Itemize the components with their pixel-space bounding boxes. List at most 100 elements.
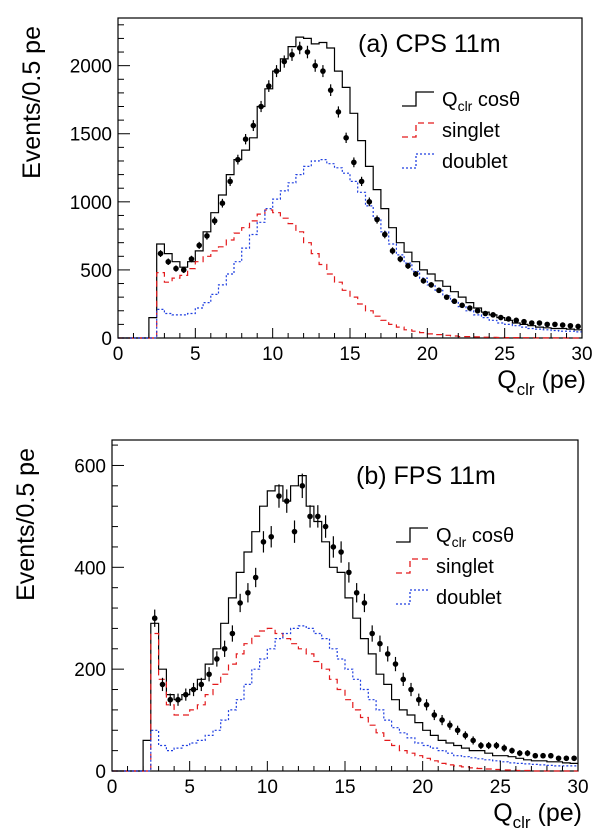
data-point bbox=[258, 103, 264, 110]
data-point bbox=[470, 737, 476, 744]
data-point bbox=[250, 122, 257, 129]
data-point bbox=[299, 483, 306, 489]
data-point bbox=[447, 722, 453, 728]
data-point bbox=[173, 265, 179, 272]
x-tick-label: 15 bbox=[334, 777, 355, 798]
data-point bbox=[307, 513, 313, 520]
data-point bbox=[281, 58, 288, 65]
data-point bbox=[304, 49, 311, 55]
data-point bbox=[229, 630, 236, 637]
data-point bbox=[180, 267, 187, 273]
data-point bbox=[289, 51, 295, 58]
legend-swatch-dotted bbox=[396, 589, 428, 605]
y-tick-label: 1000 bbox=[70, 193, 112, 214]
plot-frame bbox=[117, 17, 583, 339]
data-point bbox=[157, 250, 164, 257]
data-point bbox=[563, 755, 570, 762]
data-point bbox=[283, 498, 290, 504]
data-point bbox=[353, 589, 360, 596]
y-tick-label: 0 bbox=[95, 762, 106, 783]
data-point bbox=[219, 200, 226, 206]
data-point bbox=[392, 661, 399, 667]
y-tick-label: 600 bbox=[74, 456, 106, 477]
x-axis-label: Qclr (pe) bbox=[493, 799, 582, 832]
data-point bbox=[552, 321, 558, 328]
data-point bbox=[237, 600, 243, 606]
data-point bbox=[167, 696, 174, 703]
data-point bbox=[548, 752, 554, 759]
data-point bbox=[559, 322, 566, 328]
data-point bbox=[182, 691, 189, 698]
data-point bbox=[423, 702, 430, 708]
x-tick-label: 10 bbox=[262, 344, 283, 365]
data-point bbox=[575, 323, 581, 330]
plot-frame bbox=[111, 439, 579, 772]
data-point bbox=[384, 651, 391, 657]
data-point bbox=[338, 549, 344, 555]
data-point bbox=[235, 156, 241, 163]
panel-label: (a) CPS 11m bbox=[358, 30, 501, 58]
data-point bbox=[408, 686, 414, 693]
legend-swatch-solid bbox=[402, 91, 434, 107]
data-point bbox=[245, 589, 251, 596]
data-point bbox=[493, 742, 500, 749]
data-point bbox=[382, 231, 388, 238]
data-point bbox=[204, 233, 210, 239]
y-tick-label: 0 bbox=[101, 329, 112, 350]
data-point bbox=[513, 317, 520, 324]
series-solid-histogram bbox=[112, 475, 578, 772]
data-point bbox=[389, 248, 396, 254]
data-point bbox=[544, 321, 550, 328]
y-tick-label: 200 bbox=[74, 660, 106, 681]
data-point bbox=[260, 539, 267, 545]
series-dashed-histogram bbox=[118, 209, 582, 339]
legend-swatch-dashed bbox=[402, 122, 434, 138]
data-point bbox=[397, 256, 404, 262]
data-point bbox=[436, 287, 442, 294]
panel-b: 0 5 10 15 20 25 30 0 200 400 600 Events/0.5 pe Qclr … bbox=[12, 439, 589, 832]
data-point bbox=[312, 62, 319, 69]
legend-entry: Qclr cosθ bbox=[442, 89, 520, 114]
data-point bbox=[567, 322, 574, 329]
data-point bbox=[315, 513, 321, 520]
data-point bbox=[571, 755, 577, 762]
legend-entry: singlet bbox=[442, 120, 500, 142]
x-tick-label: 20 bbox=[417, 344, 438, 365]
data-point bbox=[374, 216, 380, 223]
data-point bbox=[196, 242, 202, 249]
data-point bbox=[252, 574, 259, 581]
data-point bbox=[335, 109, 342, 115]
x-tick-label: 5 bbox=[190, 344, 201, 365]
data-point bbox=[482, 310, 489, 317]
data-point bbox=[268, 533, 275, 540]
data-point bbox=[509, 747, 515, 754]
data-point bbox=[330, 544, 337, 550]
data-point bbox=[536, 320, 543, 326]
x-tick-label: 20 bbox=[412, 777, 433, 798]
data-point bbox=[291, 528, 298, 535]
data-point bbox=[211, 218, 218, 224]
series-dotted-histogram bbox=[118, 159, 582, 339]
data-point bbox=[369, 630, 375, 637]
data-point bbox=[454, 727, 461, 734]
x-tick-label: 30 bbox=[567, 777, 588, 798]
x-axis-label: Qclr (pe) bbox=[497, 366, 586, 399]
data-point bbox=[190, 686, 197, 693]
y-tick-label: 2000 bbox=[70, 57, 112, 78]
data-point bbox=[462, 732, 469, 739]
x-tick-label: 10 bbox=[257, 777, 278, 798]
series-dashed-histogram bbox=[112, 627, 578, 772]
x-tick-label: 0 bbox=[113, 344, 124, 365]
data-point bbox=[227, 178, 233, 185]
legend-entry: singlet bbox=[436, 556, 494, 578]
legend-entry: doublet bbox=[442, 151, 508, 173]
data-point bbox=[516, 750, 523, 756]
data-point bbox=[322, 523, 329, 530]
legend-entry: doublet bbox=[436, 587, 502, 609]
data-point bbox=[361, 600, 368, 606]
data-point bbox=[206, 671, 212, 678]
legend-swatch-dotted bbox=[402, 153, 434, 169]
panel-label: (b) FPS 11m bbox=[356, 462, 496, 490]
data-point bbox=[467, 305, 473, 311]
data-point bbox=[276, 493, 282, 499]
